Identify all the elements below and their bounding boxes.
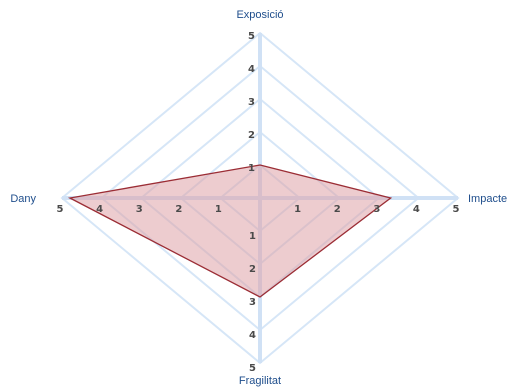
tick-label-top-5: 5	[248, 31, 255, 42]
tick-label-top-3: 3	[248, 97, 255, 108]
axis-label-dany: Dany	[10, 193, 36, 205]
axis-label-impacte: Impacte	[468, 193, 507, 205]
tick-label-bottom-2: 2	[249, 264, 256, 275]
axis-label-exposicio: Exposició	[236, 9, 283, 21]
tick-label-left-4: 4	[96, 204, 103, 215]
tick-label-right-1: 1	[294, 204, 301, 215]
tick-label-right-5: 5	[453, 204, 460, 215]
axis-label-fragilitat: Fragilitat	[239, 375, 281, 387]
tick-label-right-2: 2	[334, 204, 341, 215]
tick-label-bottom-5: 5	[249, 363, 256, 374]
tick-label-left-1: 1	[215, 204, 222, 215]
tick-label-top-4: 4	[248, 64, 255, 75]
axis-labels: Exposició Impacte Fragilitat Dany	[10, 9, 507, 387]
tick-label-left-5: 5	[57, 204, 64, 215]
series-layer	[67, 164, 393, 298]
tick-label-bottom-4: 4	[249, 330, 256, 341]
tick-label-left-3: 3	[136, 204, 143, 215]
tick-label-top-2: 2	[248, 130, 255, 141]
tick-label-top-1: 1	[248, 163, 255, 174]
tick-label-bottom-3: 3	[249, 297, 256, 308]
tick-labels: 1 2 3 4 5 1 2 3 4 5 1 2 3 4 5 1 2 3 4 5	[57, 31, 460, 374]
tick-label-right-3: 3	[373, 204, 380, 215]
tick-label-right-4: 4	[413, 204, 420, 215]
tick-label-bottom-1: 1	[249, 231, 256, 242]
tick-label-left-2: 2	[175, 204, 182, 215]
